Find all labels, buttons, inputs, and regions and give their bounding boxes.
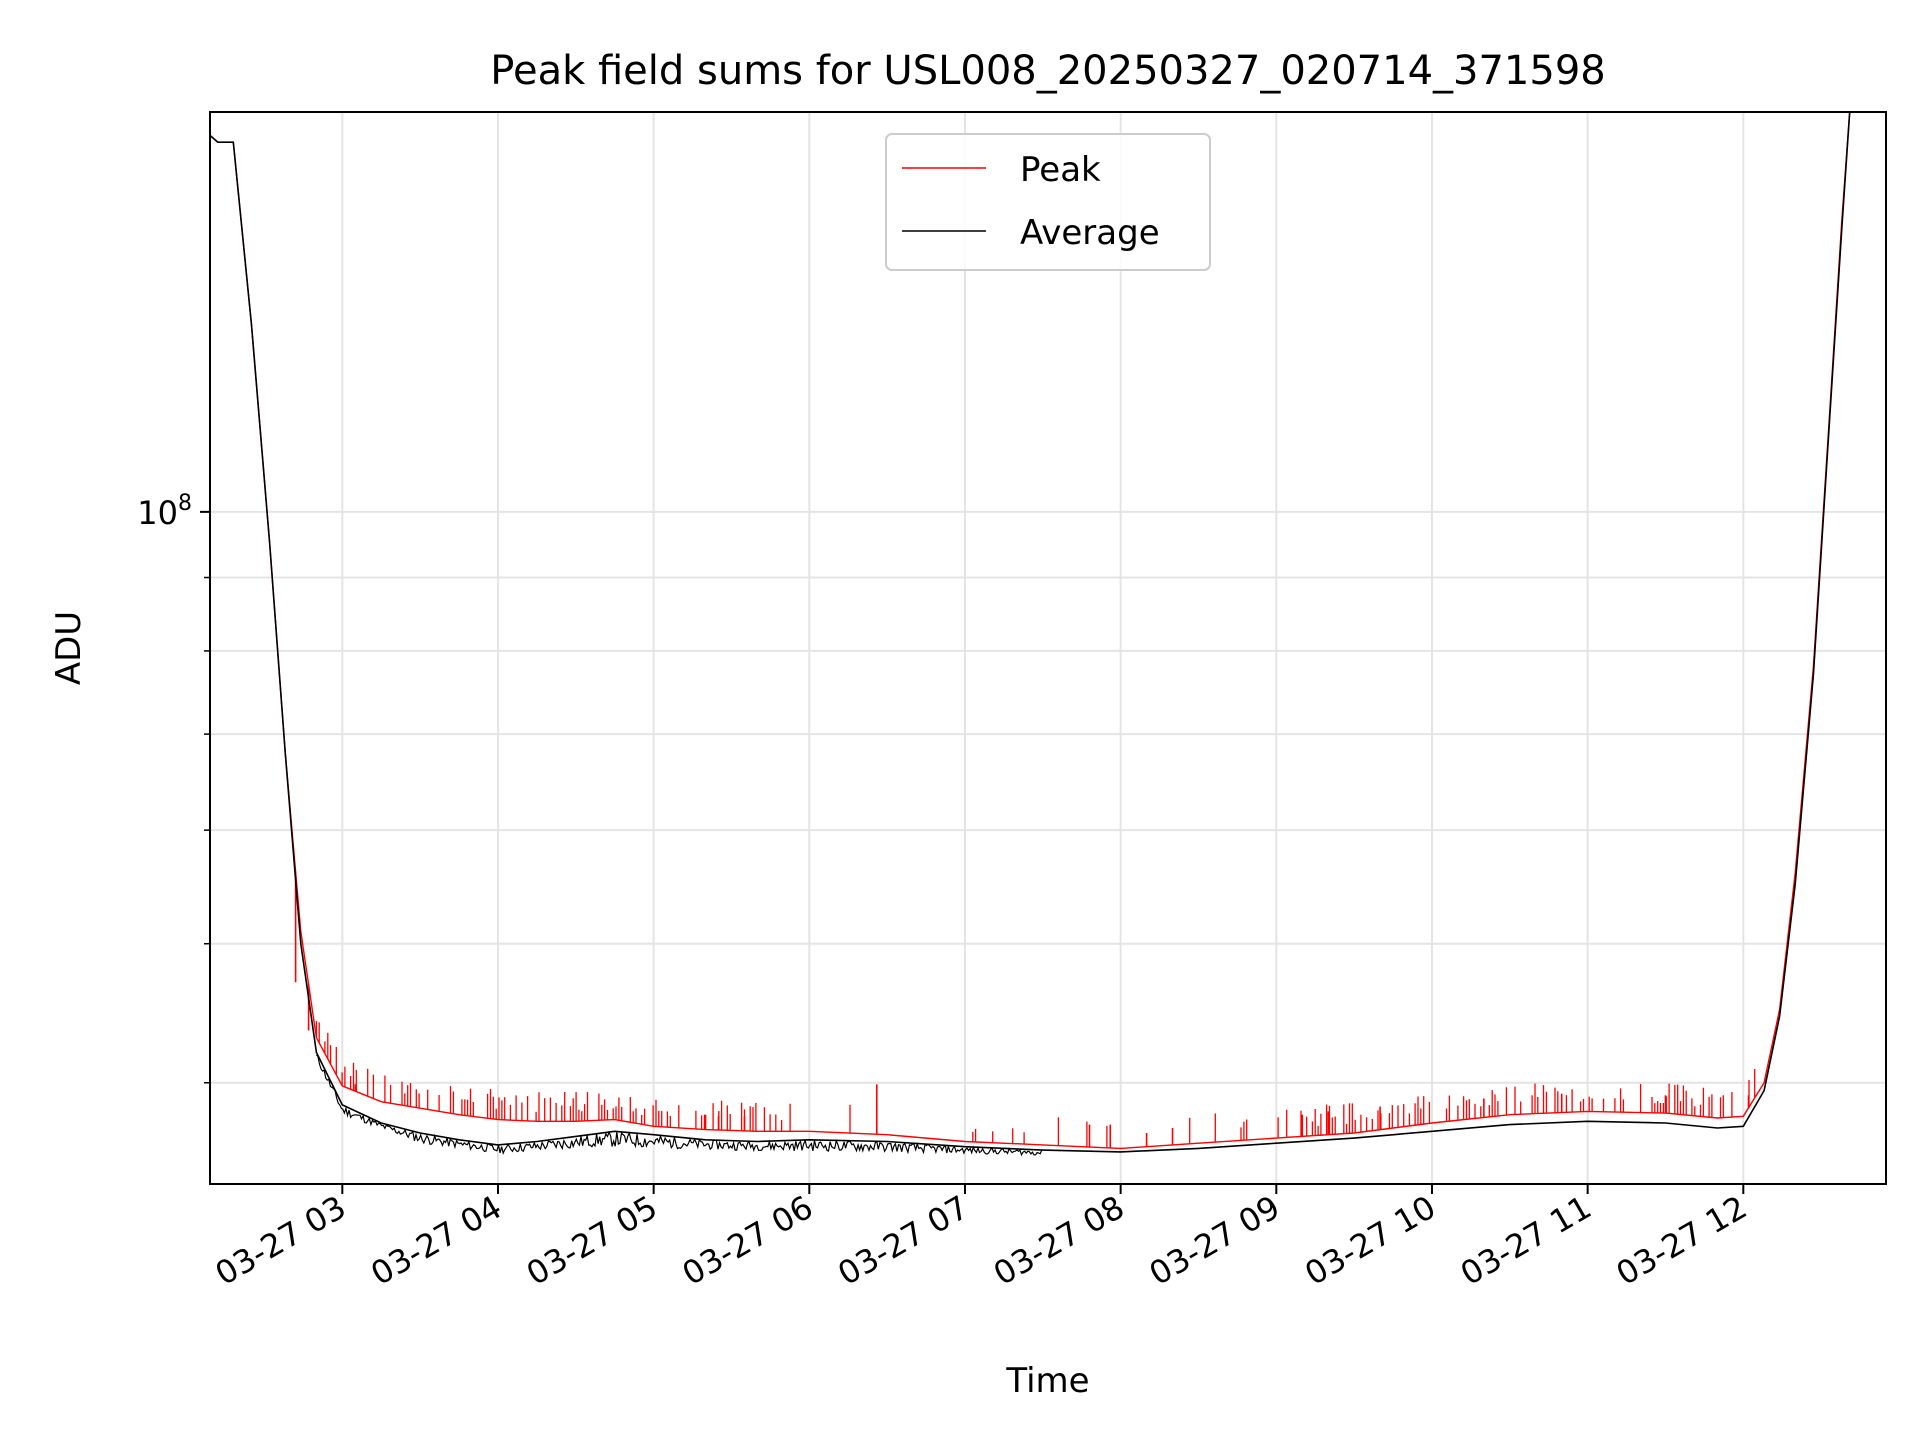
average-noise-band (316, 1054, 1043, 1157)
legend-peak-label: Peak (1020, 150, 1101, 190)
plot-frame (209, 111, 1887, 1185)
x-axis-label: Time (1005, 1361, 1089, 1401)
y-tick-label-exponent: 8 (178, 491, 192, 516)
legend: Peak Average (885, 133, 1211, 271)
average-series-line (209, 111, 1851, 1153)
chart-title: Peak field sums for USL008_20250327_0207… (490, 48, 1605, 94)
y-tick-label: 108 (137, 491, 192, 532)
legend-average-label: Average (1020, 213, 1160, 253)
plot-series (209, 111, 1851, 1157)
grid (210, 112, 1886, 1184)
y-axis-label: ADU (49, 611, 89, 685)
y-tick-label-base: 10 (137, 494, 178, 532)
